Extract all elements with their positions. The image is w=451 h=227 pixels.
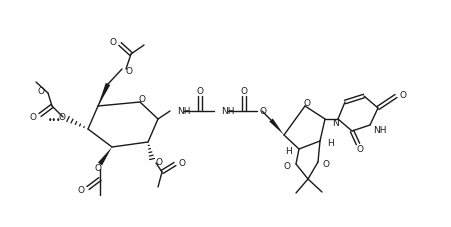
Text: O: O (399, 90, 406, 99)
Text: O: O (259, 107, 267, 116)
Text: NH: NH (221, 107, 234, 116)
Text: O: O (283, 162, 290, 171)
Text: O: O (37, 87, 44, 96)
Text: H: H (285, 147, 291, 156)
Text: O: O (179, 159, 186, 168)
Text: •••: ••• (47, 116, 61, 125)
Text: O: O (77, 186, 84, 195)
Polygon shape (98, 147, 112, 166)
Polygon shape (269, 119, 283, 135)
Text: O: O (138, 95, 145, 104)
Text: N: N (332, 119, 339, 128)
Text: O: O (29, 113, 36, 122)
Text: O: O (126, 66, 133, 75)
Text: O: O (322, 160, 329, 169)
Text: O: O (156, 158, 163, 167)
Polygon shape (98, 84, 110, 106)
Text: O: O (303, 98, 310, 107)
Text: O: O (94, 164, 101, 173)
Text: O: O (356, 145, 363, 154)
Text: NH: NH (177, 107, 190, 116)
Text: O: O (196, 87, 203, 96)
Text: O: O (240, 87, 247, 96)
Text: H: H (326, 139, 333, 148)
Text: NH: NH (372, 126, 386, 135)
Text: O: O (109, 37, 116, 46)
Text: O: O (58, 113, 65, 122)
